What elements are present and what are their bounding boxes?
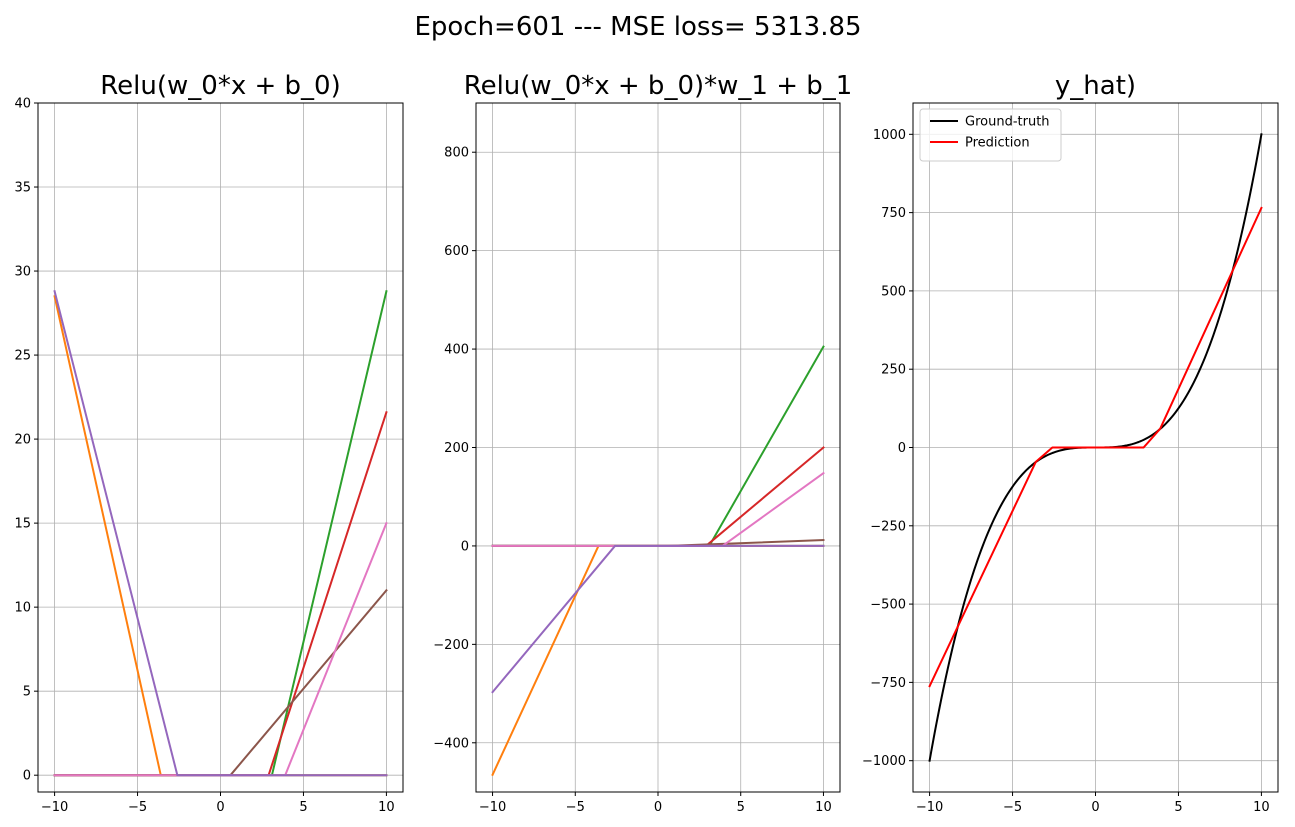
y-tick-label: 500 bbox=[881, 284, 906, 299]
y-tick-label: 40 bbox=[14, 97, 31, 112]
y-tick-label: 20 bbox=[14, 433, 31, 448]
y-tick-label: 35 bbox=[14, 181, 31, 196]
x-tick-label: −5 bbox=[566, 800, 585, 815]
y-tick-label: 1000 bbox=[873, 128, 906, 143]
x-tick-label: 10 bbox=[1253, 800, 1270, 815]
legend: Ground-truth Prediction bbox=[919, 108, 1062, 162]
series-line bbox=[491, 544, 825, 694]
legend-label: Prediction bbox=[965, 136, 1030, 151]
x-tick-label: −10 bbox=[41, 800, 68, 815]
y-tick-label: 750 bbox=[881, 206, 906, 221]
y-tick-label: −750 bbox=[870, 676, 906, 691]
x-tick-label: −5 bbox=[1003, 800, 1022, 815]
panel-prediction: y_hat) −10 −5 0 5 10 −1000 −750 −500 −250 0 250 500… bbox=[862, 71, 1279, 815]
x-tick-label: 5 bbox=[737, 800, 745, 815]
panel-title: y_hat) bbox=[1055, 71, 1136, 101]
y-tick-label: 800 bbox=[444, 146, 469, 161]
x-tick-label: −5 bbox=[128, 800, 147, 815]
y-tick-label: 250 bbox=[881, 363, 906, 378]
series-line bbox=[53, 289, 388, 777]
x-tick-label: −10 bbox=[479, 800, 506, 815]
y-tick-label: 0 bbox=[461, 539, 469, 554]
x-tick-label: 10 bbox=[815, 800, 832, 815]
y-tick-label: −400 bbox=[433, 736, 469, 751]
y-tick-label: 200 bbox=[444, 441, 469, 456]
x-tick-label: 10 bbox=[378, 800, 395, 815]
y-tick-label: −200 bbox=[433, 638, 469, 653]
x-tick-label: 5 bbox=[1174, 800, 1182, 815]
prediction-series-line bbox=[928, 206, 1263, 688]
x-tick-label: −10 bbox=[916, 800, 943, 815]
y-tick-label: −1000 bbox=[862, 754, 906, 769]
y-tick-label: −250 bbox=[870, 519, 906, 534]
y-tick-label: 10 bbox=[14, 601, 31, 616]
y-tick-label: 600 bbox=[444, 244, 469, 259]
x-tick-label: 0 bbox=[654, 800, 662, 815]
panel-title: Relu(w_0*x + b_0) bbox=[100, 71, 340, 101]
x-tick-label: 0 bbox=[216, 800, 224, 815]
y-tick-label: 0 bbox=[898, 441, 906, 456]
figure-suptitle: Epoch=601 --- MSE loss= 5313.85 bbox=[414, 12, 861, 42]
y-tick-label: 5 bbox=[23, 685, 31, 700]
y-tick-label: 30 bbox=[14, 265, 31, 280]
y-tick-label: 25 bbox=[14, 349, 31, 364]
legend-label: Ground-truth bbox=[965, 115, 1050, 130]
y-tick-label: 15 bbox=[14, 517, 31, 532]
y-tick-label: 0 bbox=[23, 769, 31, 784]
x-tick-label: 0 bbox=[1091, 800, 1099, 815]
y-tick-label: −500 bbox=[870, 598, 906, 613]
panel-title: Relu(w_0*x + b_0)*w_1 + b_1 bbox=[464, 71, 853, 101]
panel-weighted-hidden: Relu(w_0*x + b_0)*w_1 + b_1 −10 −5 0 5 10 −40… bbox=[433, 71, 852, 815]
x-tick-label: 5 bbox=[299, 800, 307, 815]
y-tick-label: 400 bbox=[444, 343, 469, 358]
panel-relu-hidden: Relu(w_0*x + b_0) −10 −5 0 5 10 0 5 10 15 20 25 30 3… bbox=[14, 71, 404, 815]
